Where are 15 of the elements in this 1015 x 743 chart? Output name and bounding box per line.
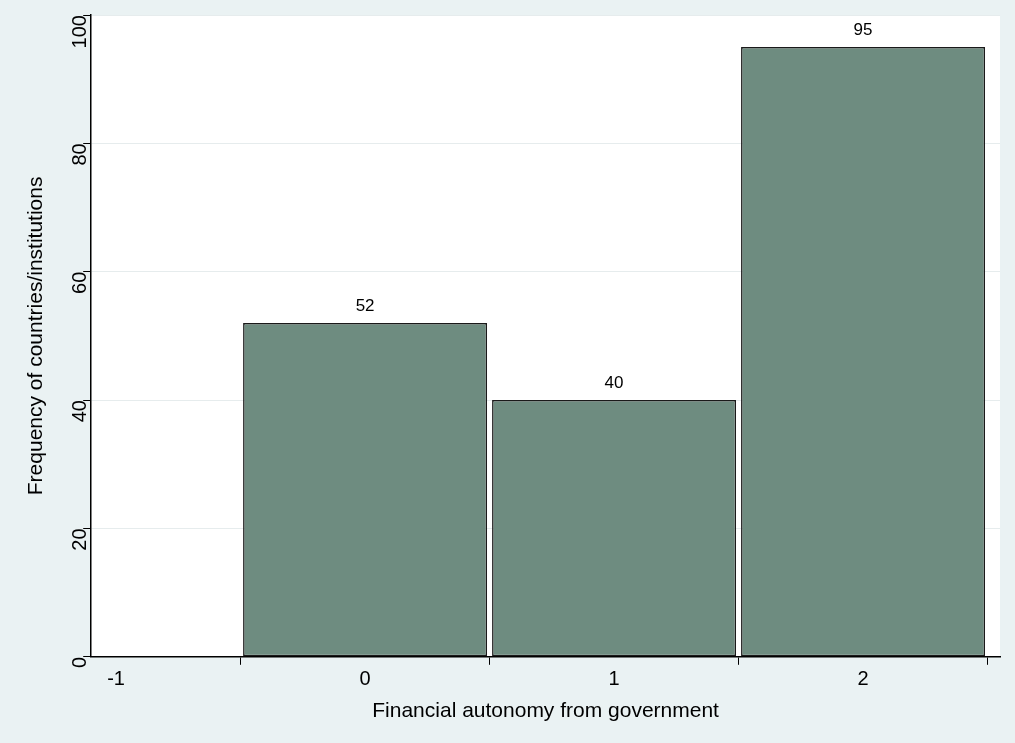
x-tick-label: 1 — [608, 667, 620, 690]
data-label: 95 — [853, 20, 873, 40]
y-tick-label: 60 — [67, 271, 90, 294]
y-tick-label: 40 — [67, 400, 90, 423]
x-tick-label: 2 — [857, 667, 869, 690]
y-tick-label: 20 — [67, 528, 90, 551]
y-tick-label: 0 — [67, 656, 90, 668]
data-label: 40 — [604, 373, 624, 393]
y-tick-label: 80 — [67, 143, 90, 166]
x-tick-label: 0 — [359, 667, 371, 690]
x-tick-label: -1 — [107, 667, 125, 690]
x-axis-title: Financial autonomy from government — [372, 698, 720, 722]
data-label: 52 — [355, 296, 375, 316]
y-axis-title: Frequency of countries/institutions — [23, 176, 47, 496]
y-tick-label: 100 — [67, 15, 90, 49]
